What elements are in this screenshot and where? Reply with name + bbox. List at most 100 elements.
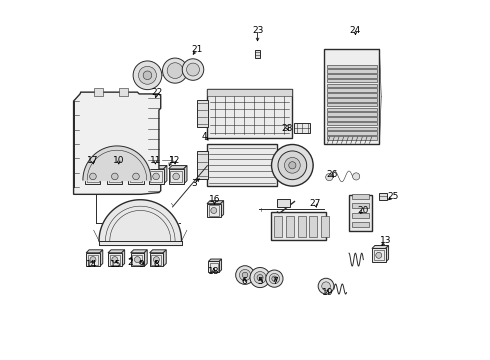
FancyBboxPatch shape (327, 84, 377, 87)
FancyBboxPatch shape (327, 64, 377, 68)
FancyBboxPatch shape (321, 216, 329, 237)
Polygon shape (85, 166, 104, 169)
Circle shape (182, 59, 204, 80)
Polygon shape (386, 246, 389, 262)
FancyBboxPatch shape (274, 216, 282, 237)
Text: 13: 13 (380, 237, 392, 246)
FancyBboxPatch shape (349, 195, 372, 231)
Text: 22: 22 (151, 87, 163, 96)
Circle shape (90, 173, 96, 180)
Text: 24: 24 (350, 26, 361, 35)
FancyBboxPatch shape (327, 108, 377, 111)
FancyBboxPatch shape (207, 204, 220, 217)
Text: 10: 10 (113, 156, 124, 165)
FancyBboxPatch shape (327, 103, 377, 106)
Circle shape (211, 207, 217, 213)
FancyBboxPatch shape (327, 93, 377, 97)
Text: 5: 5 (257, 276, 263, 285)
Polygon shape (372, 246, 389, 248)
Circle shape (143, 71, 152, 80)
Polygon shape (128, 166, 147, 169)
Text: 26: 26 (326, 170, 338, 179)
FancyBboxPatch shape (148, 169, 164, 184)
Circle shape (266, 270, 283, 287)
Circle shape (250, 267, 270, 288)
FancyBboxPatch shape (327, 89, 377, 92)
Circle shape (133, 173, 139, 180)
Circle shape (254, 271, 266, 284)
Polygon shape (220, 201, 223, 217)
Text: 1: 1 (169, 156, 174, 165)
Circle shape (269, 274, 280, 284)
Text: 11: 11 (149, 156, 161, 165)
Text: 12: 12 (170, 156, 181, 165)
FancyBboxPatch shape (108, 253, 122, 266)
FancyBboxPatch shape (324, 49, 379, 144)
Polygon shape (144, 166, 147, 184)
Polygon shape (100, 250, 103, 266)
FancyBboxPatch shape (327, 127, 377, 130)
Text: 25: 25 (387, 192, 398, 201)
Circle shape (376, 252, 382, 258)
Circle shape (272, 276, 277, 281)
Text: 27: 27 (309, 199, 320, 208)
Text: 6: 6 (242, 276, 247, 285)
Text: 2: 2 (127, 258, 133, 267)
FancyBboxPatch shape (372, 248, 386, 262)
FancyBboxPatch shape (298, 216, 306, 237)
FancyBboxPatch shape (294, 123, 310, 134)
Polygon shape (107, 166, 125, 169)
Circle shape (240, 269, 250, 281)
FancyBboxPatch shape (174, 70, 176, 76)
Circle shape (90, 257, 96, 262)
Text: 9: 9 (138, 260, 144, 269)
FancyBboxPatch shape (208, 261, 219, 272)
FancyBboxPatch shape (352, 194, 369, 199)
FancyBboxPatch shape (120, 88, 128, 96)
FancyBboxPatch shape (309, 216, 317, 237)
FancyBboxPatch shape (169, 169, 184, 184)
FancyBboxPatch shape (327, 79, 377, 82)
FancyBboxPatch shape (207, 89, 292, 138)
Circle shape (112, 257, 118, 262)
FancyBboxPatch shape (95, 88, 103, 96)
Polygon shape (131, 250, 147, 253)
FancyBboxPatch shape (352, 222, 369, 226)
FancyBboxPatch shape (196, 151, 208, 179)
Text: 14: 14 (86, 260, 97, 269)
Circle shape (133, 61, 162, 90)
Text: 16: 16 (209, 195, 221, 204)
Circle shape (139, 66, 156, 84)
Polygon shape (163, 250, 166, 266)
Circle shape (167, 63, 183, 78)
Text: 21: 21 (191, 45, 202, 54)
Circle shape (242, 272, 248, 278)
Text: 20: 20 (358, 206, 369, 215)
Circle shape (278, 151, 307, 180)
FancyBboxPatch shape (173, 75, 177, 78)
Circle shape (326, 174, 333, 181)
FancyBboxPatch shape (379, 193, 388, 201)
FancyBboxPatch shape (327, 117, 377, 121)
Circle shape (112, 173, 118, 180)
FancyBboxPatch shape (196, 100, 208, 127)
Text: 18: 18 (208, 267, 220, 276)
Polygon shape (164, 166, 167, 184)
Polygon shape (148, 166, 167, 169)
Polygon shape (184, 166, 187, 184)
Polygon shape (86, 250, 103, 253)
FancyBboxPatch shape (277, 199, 290, 207)
FancyBboxPatch shape (191, 73, 195, 76)
Circle shape (134, 257, 141, 262)
FancyBboxPatch shape (149, 253, 163, 266)
Polygon shape (149, 250, 166, 253)
Circle shape (285, 157, 300, 173)
Text: 17: 17 (87, 156, 98, 165)
Circle shape (289, 162, 296, 169)
Text: 3: 3 (191, 179, 197, 188)
Circle shape (322, 282, 330, 291)
FancyBboxPatch shape (327, 112, 377, 116)
Circle shape (353, 173, 360, 180)
Polygon shape (207, 201, 223, 204)
Text: 19: 19 (322, 288, 333, 297)
